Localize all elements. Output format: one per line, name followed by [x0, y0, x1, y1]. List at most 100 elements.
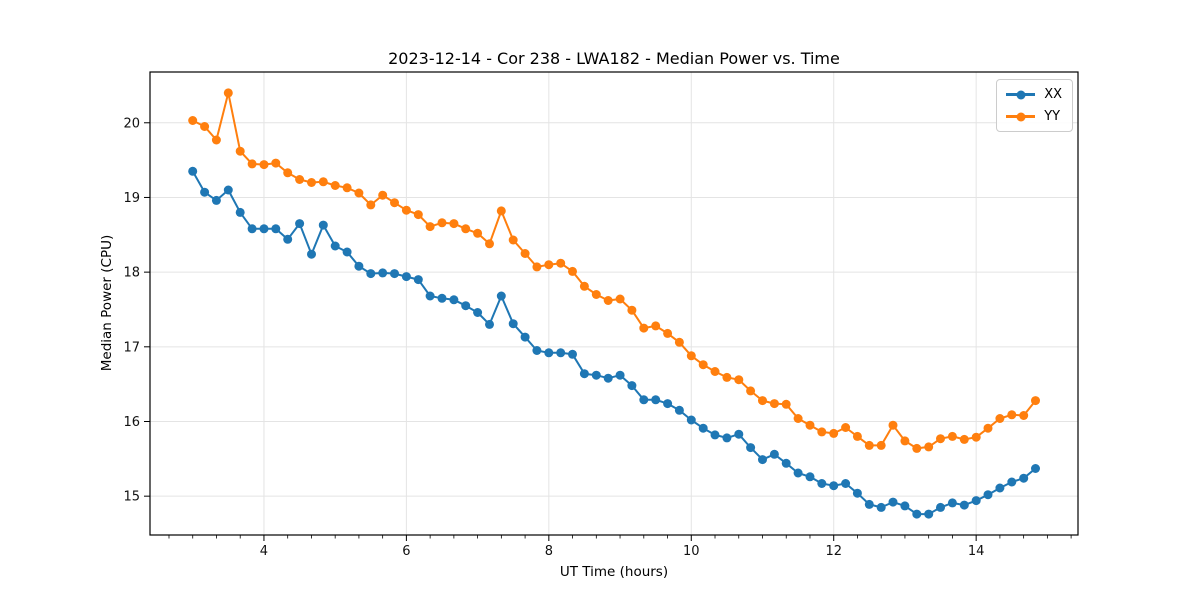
data-point-xx [188, 166, 198, 176]
data-point-yy [235, 146, 245, 156]
x-tick-label: 8 [545, 544, 553, 559]
data-point-xx [318, 220, 328, 230]
data-point-yy [793, 414, 803, 423]
data-point-xx [437, 293, 447, 303]
data-point-xx [924, 509, 934, 519]
data-point-yy [912, 443, 922, 453]
data-point-yy [758, 396, 767, 406]
data-point-yy [769, 399, 779, 409]
data-point-yy [188, 116, 198, 125]
data-point-yy [366, 200, 376, 210]
data-point-xx [876, 502, 886, 512]
data-point-xx [401, 272, 411, 282]
yy-marker-icon [1016, 112, 1026, 121]
data-point-yy [211, 135, 221, 145]
data-point-yy [686, 351, 696, 361]
data-point-xx [936, 502, 945, 512]
data-point-xx [473, 308, 483, 317]
chart-title: 2023-12-14 - Cor 238 - LWA182 - Median P… [388, 49, 840, 68]
data-point-xx [639, 395, 649, 405]
data-point-yy [449, 219, 459, 229]
data-point-xx [544, 348, 554, 358]
data-point-xx [211, 195, 221, 205]
data-point-yy [639, 323, 649, 333]
data-point-xx [888, 497, 898, 507]
data-point-yy [959, 434, 969, 444]
data-point-yy [734, 375, 744, 385]
x-tick-label: 6 [402, 544, 410, 559]
data-point-xx [722, 433, 732, 443]
data-point-yy [461, 224, 471, 234]
data-point-xx [496, 291, 506, 301]
data-point-xx [295, 219, 305, 229]
data-point-yy [864, 440, 874, 450]
data-point-xx [390, 269, 399, 279]
data-point-xx [354, 261, 364, 271]
legend-item-yy: YY [1006, 107, 1062, 126]
data-point-xx [449, 295, 459, 305]
y-tick-label: 18 [123, 266, 140, 281]
data-point-xx [674, 405, 684, 415]
legend-label-xx: XX [1044, 87, 1062, 102]
data-point-yy [568, 266, 577, 276]
data-point-xx [995, 483, 1005, 493]
data-point-yy [378, 190, 388, 200]
data-point-yy [651, 321, 661, 331]
data-point-yy [532, 262, 542, 272]
data-point-xx [900, 501, 910, 511]
data-point-yy [318, 177, 328, 187]
data-point-xx [615, 370, 625, 380]
data-point-xx [378, 268, 388, 278]
data-point-yy [900, 436, 910, 446]
data-point-yy [556, 258, 566, 268]
data-point-xx [959, 500, 969, 510]
data-point-yy [330, 181, 340, 190]
data-point-yy [354, 188, 364, 198]
data-point-yy [200, 122, 210, 131]
data-point-xx [342, 247, 352, 257]
data-point-xx [769, 449, 779, 459]
data-point-yy [544, 260, 554, 270]
data-point-xx [1031, 464, 1040, 473]
data-point-xx [817, 479, 827, 488]
data-point-xx [841, 479, 851, 488]
data-point-yy [781, 399, 791, 409]
data-point-xx [461, 301, 471, 311]
data-point-yy [247, 159, 257, 169]
x-tick-label: 4 [260, 544, 268, 559]
data-point-xx [698, 423, 708, 433]
data-point-xx [829, 481, 839, 491]
y-tick-label: 20 [123, 116, 140, 131]
data-point-yy [473, 228, 483, 238]
data-point-yy [437, 218, 447, 228]
data-point-yy [591, 290, 601, 299]
data-point-yy [722, 372, 732, 382]
y-tick-label: 17 [123, 340, 140, 355]
data-point-yy [710, 367, 720, 376]
y-tick-label: 16 [123, 415, 140, 430]
data-point-yy [947, 431, 957, 441]
data-point-xx [781, 458, 791, 468]
data-point-xx [591, 370, 601, 380]
data-point-xx [627, 381, 637, 391]
x-tick-label: 14 [968, 544, 985, 559]
data-point-xx [485, 319, 494, 329]
x-axis-label: UT Time (hours) [559, 564, 669, 580]
data-point-xx [247, 224, 257, 234]
xx-line-swatch [1006, 89, 1036, 100]
y-tick-label: 19 [123, 191, 140, 206]
x-tick-label: 10 [683, 544, 700, 559]
data-point-yy [627, 305, 637, 315]
data-point-xx [686, 415, 696, 425]
data-point-xx [805, 472, 815, 482]
data-point-yy [888, 420, 898, 430]
data-point-yy [805, 420, 815, 430]
data-point-xx [603, 373, 613, 383]
data-point-xx [947, 498, 957, 508]
data-point-xx [864, 499, 874, 509]
data-point-yy [674, 337, 684, 347]
axes-spines [149, 71, 1079, 536]
data-point-yy [1031, 396, 1040, 406]
legend: XX YY [996, 79, 1073, 132]
